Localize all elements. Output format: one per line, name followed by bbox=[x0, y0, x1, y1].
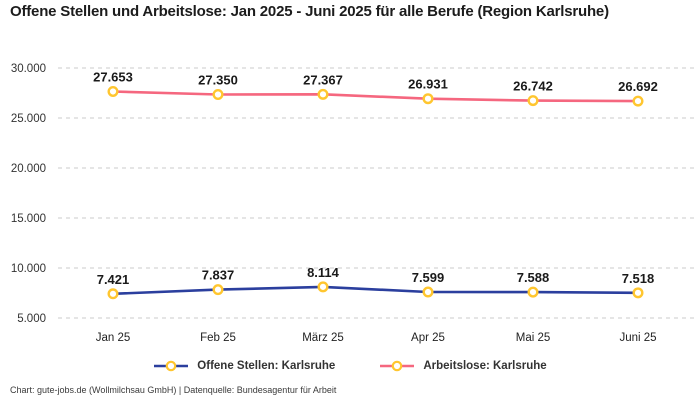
x-axis-label: Juni 25 bbox=[619, 332, 656, 344]
y-axis-tick-label: 10.000 bbox=[11, 263, 46, 275]
data-point-label: 27.653 bbox=[93, 69, 133, 84]
data-point-label: 8.114 bbox=[307, 265, 340, 280]
y-axis-tick-label: 30.000 bbox=[11, 63, 46, 75]
data-point-marker bbox=[632, 95, 644, 107]
legend-line-circle-marker-pink bbox=[380, 360, 415, 372]
data-point-marker bbox=[212, 284, 224, 296]
y-axis-tick-label: 5.000 bbox=[17, 313, 46, 325]
y-axis-tick-label: 25.000 bbox=[11, 113, 46, 125]
x-axis-label: März 25 bbox=[302, 332, 344, 344]
data-point-label: 7.588 bbox=[517, 270, 550, 285]
data-point-label: 26.742 bbox=[513, 79, 553, 94]
data-point-label: 7.599 bbox=[412, 270, 445, 285]
data-point-label: 7.518 bbox=[622, 271, 655, 286]
x-axis-label: Feb 25 bbox=[200, 332, 236, 344]
data-point-label: 26.692 bbox=[618, 79, 658, 94]
x-axis-label: Mai 25 bbox=[516, 332, 551, 344]
data-point-marker bbox=[317, 281, 329, 293]
legend-circle-marker bbox=[165, 360, 177, 372]
y-axis-tick-label: 15.000 bbox=[11, 213, 46, 225]
data-point-marker bbox=[422, 93, 434, 105]
x-axis-label: Jan 25 bbox=[96, 332, 131, 344]
x-axis-label: Apr 25 bbox=[411, 332, 445, 344]
data-point-label: 27.367 bbox=[303, 72, 343, 87]
data-point-marker bbox=[422, 286, 434, 298]
series-line bbox=[111, 90, 640, 103]
data-point-label: 26.931 bbox=[408, 77, 448, 92]
data-point-label: 27.350 bbox=[198, 73, 238, 88]
legend-item-arbeitslose: Arbeitslose: Karlsruhe bbox=[379, 360, 547, 372]
chart-legend: Offene Stellen: Karlsruhe Arbeitslose: K… bbox=[0, 360, 700, 372]
series-line bbox=[111, 285, 640, 296]
data-point-marker bbox=[527, 286, 539, 298]
data-point-marker bbox=[107, 85, 119, 97]
data-point-marker bbox=[317, 88, 329, 100]
data-point-label: 7.421 bbox=[97, 272, 130, 287]
data-point-marker bbox=[107, 288, 119, 300]
legend-item-offene-stellen: Offene Stellen: Karlsruhe bbox=[153, 360, 335, 372]
data-point-marker bbox=[212, 88, 224, 100]
data-point-label: 7.837 bbox=[202, 268, 235, 283]
legend-line-circle-marker-blue bbox=[154, 360, 189, 372]
legend-label-offene-stellen: Offene Stellen: Karlsruhe bbox=[197, 360, 336, 372]
legend-label-arbeitslose: Arbeitslose: Karlsruhe bbox=[423, 360, 547, 372]
data-point-marker bbox=[527, 95, 539, 107]
chart-title: Offene Stellen und Arbeitslose: Jan 2025… bbox=[10, 3, 609, 20]
chart-credit-source: Chart: gute-jobs.de (Wollmilchsau GmbH) … bbox=[10, 385, 337, 395]
legend-circle-marker bbox=[392, 360, 403, 372]
y-axis-tick-label: 20.000 bbox=[11, 163, 46, 175]
data-point-marker bbox=[632, 287, 644, 299]
